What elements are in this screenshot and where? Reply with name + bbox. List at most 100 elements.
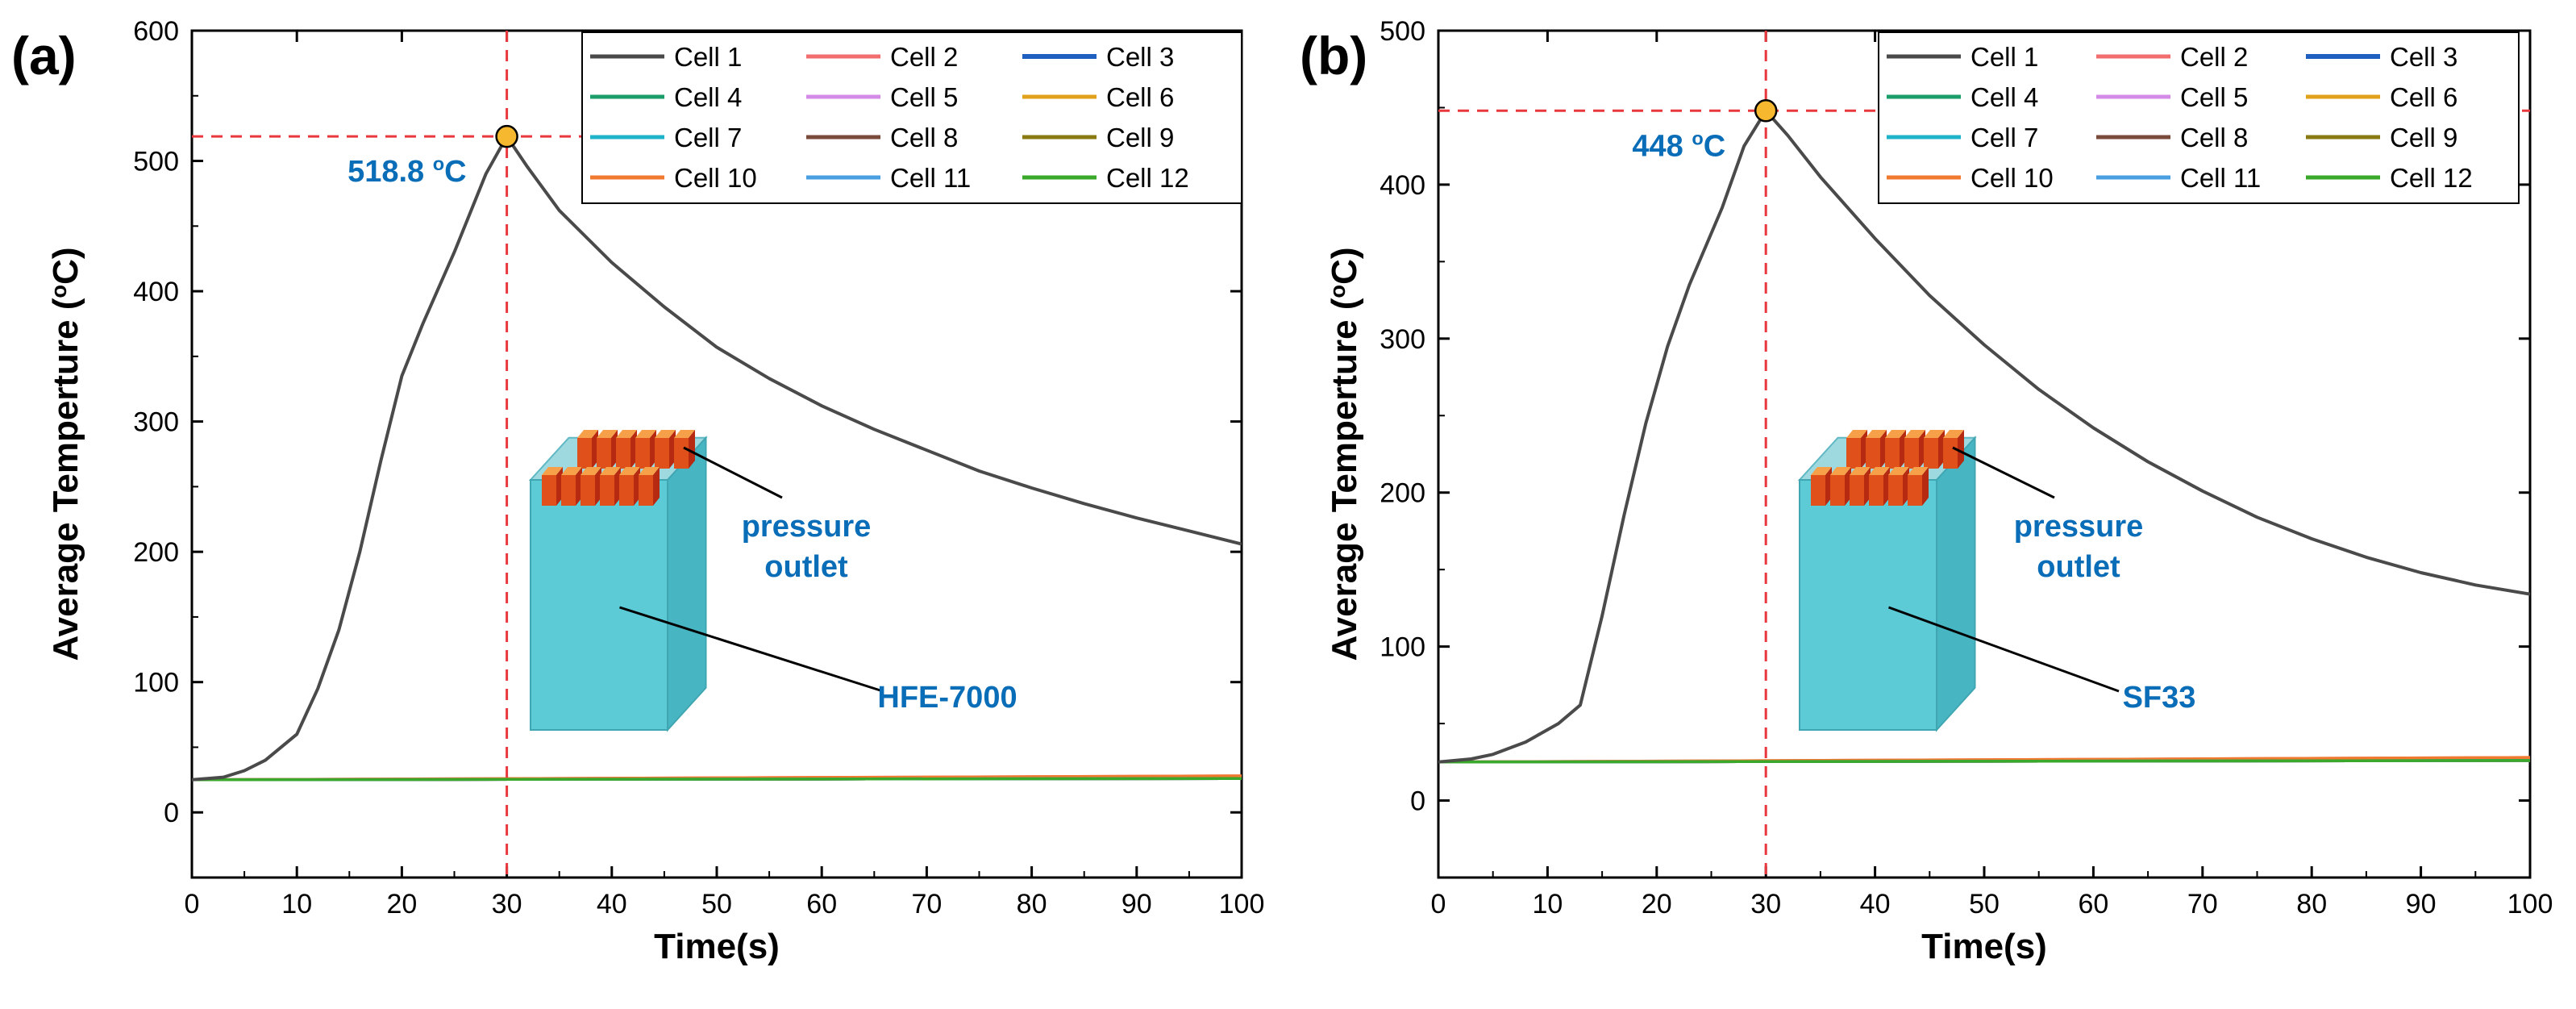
outlet-leader-line	[1952, 446, 2055, 499]
block-side-face	[1936, 436, 1976, 732]
cell-top	[635, 430, 656, 438]
cell-top	[1830, 467, 1851, 475]
x-tick-label: 20	[386, 889, 417, 919]
legend-label: Cell 6	[1106, 82, 1174, 112]
outlet-label-line1: pressure	[2014, 510, 2144, 544]
cell-top	[600, 467, 621, 475]
cell-front	[1943, 438, 1958, 469]
battery-pack-illustration	[1797, 430, 1977, 732]
cell-top	[639, 467, 660, 475]
legend-label: Cell 10	[674, 163, 757, 193]
x-tick-label: 100	[2507, 889, 2553, 919]
y-tick-label: 300	[1380, 324, 1425, 355]
panel-label: (a)	[11, 26, 77, 85]
chart-panel-a: (a) 0 10 20 30 40 50 60 70 80 90 100 0 100 200 300 400 50…	[11, 16, 1265, 966]
x-tick-label: 40	[597, 889, 627, 919]
x-tick-label: 60	[806, 889, 837, 919]
cell-top	[581, 467, 601, 475]
legend-label: Cell 2	[2180, 42, 2248, 72]
cell-front	[1830, 475, 1845, 506]
y-tick-label: 100	[133, 668, 179, 698]
cell-top	[1869, 467, 1890, 475]
cell-top	[1943, 430, 1964, 438]
panel-label: (b)	[1300, 26, 1367, 85]
peak-label: 448 oC	[1632, 127, 1725, 163]
y-tick-label: 200	[1380, 478, 1425, 509]
cell-front	[577, 438, 592, 469]
y-tick-label: 100	[1380, 632, 1425, 663]
cell-top	[1888, 467, 1909, 475]
x-tick-label: 60	[2078, 889, 2108, 919]
cell-front	[1846, 438, 1861, 469]
cell-front	[1924, 438, 1938, 469]
legend-label: Cell 10	[1970, 163, 2054, 193]
legend-label: Cell 4	[674, 82, 742, 112]
legend-label: Cell 9	[2390, 123, 2457, 152]
x-tick-label: 0	[185, 889, 200, 919]
cell-front	[674, 438, 689, 469]
chart-panel-b: (b) 0 10 20 30 40 50 60 70 80 90 100 0 100 200 300 400 50…	[1300, 16, 2553, 966]
legend-label: Cell 12	[1106, 163, 1189, 193]
x-tick-label: 30	[492, 889, 522, 919]
y-axis-title: Average Temperture (oC)	[1325, 247, 1364, 661]
x-tick-label: 0	[1431, 889, 1446, 919]
legend-label: Cell 6	[2390, 82, 2457, 112]
y-tick-label: 0	[164, 798, 179, 828]
cell-front	[1869, 475, 1883, 506]
cell-top	[542, 467, 563, 475]
x-tick-label: 80	[1017, 889, 1047, 919]
series-line-cell-1	[192, 135, 1242, 782]
cell-front	[581, 475, 595, 506]
cell-top	[1846, 430, 1867, 438]
outlet-label-line2: outlet	[764, 550, 848, 584]
cell-top	[1924, 430, 1945, 438]
legend-label: Cell 9	[1106, 123, 1174, 152]
data-layer	[1438, 109, 2530, 764]
cell-top	[619, 467, 640, 475]
legend-label: Cell 7	[674, 123, 742, 152]
cell-side	[653, 467, 660, 506]
legend-label: Cell 11	[890, 163, 971, 193]
x-axis-title: Time(s)	[1921, 927, 2047, 966]
x-tick-label: 100	[1219, 889, 1265, 919]
fluid-label: SF33	[2123, 681, 2196, 715]
legend-label: Cell 2	[890, 42, 958, 72]
cell-top	[1866, 430, 1887, 438]
cell-side	[1958, 430, 1964, 469]
x-tick-label: 80	[2296, 889, 2327, 919]
cell-top	[577, 430, 598, 438]
cell-top	[1904, 430, 1925, 438]
legend-label: Cell 3	[1106, 42, 1174, 72]
peak-label: 518.8 oC	[347, 153, 467, 189]
cell-front	[1811, 475, 1825, 506]
legend-label: Cell 5	[2180, 82, 2248, 112]
x-tick-label: 10	[1532, 889, 1563, 919]
data-layer	[192, 135, 1242, 782]
peak-marker	[1754, 99, 1778, 123]
x-tick-label: 70	[2187, 889, 2218, 919]
block-front-face	[1799, 479, 1937, 731]
cell-front	[639, 475, 653, 506]
legend-label: Cell 7	[1970, 123, 2038, 152]
legend-label: Cell 12	[2390, 163, 2473, 193]
x-tick-label: 70	[911, 889, 942, 919]
x-tick-label: 50	[1969, 889, 2000, 919]
legend-box	[1878, 31, 2520, 204]
cell-side	[689, 430, 695, 469]
y-tick-label: 200	[133, 537, 179, 568]
cell-side	[1922, 467, 1929, 506]
y-axis-title: Average Temperture (oC)	[46, 247, 85, 661]
cell-top	[1811, 467, 1832, 475]
cell-top	[655, 430, 676, 438]
x-tick-label: 90	[2406, 889, 2437, 919]
cell-front	[1866, 438, 1880, 469]
block-front-face	[530, 479, 668, 731]
fluid-label: HFE-7000	[877, 681, 1017, 715]
block-side-face	[667, 436, 707, 732]
cell-top	[674, 430, 695, 438]
cell-top	[1885, 430, 1906, 438]
x-axis-title: Time(s)	[654, 927, 780, 966]
y-tick-label: 500	[133, 147, 179, 177]
cell-front	[600, 475, 614, 506]
x-tick-label: 90	[1122, 889, 1152, 919]
